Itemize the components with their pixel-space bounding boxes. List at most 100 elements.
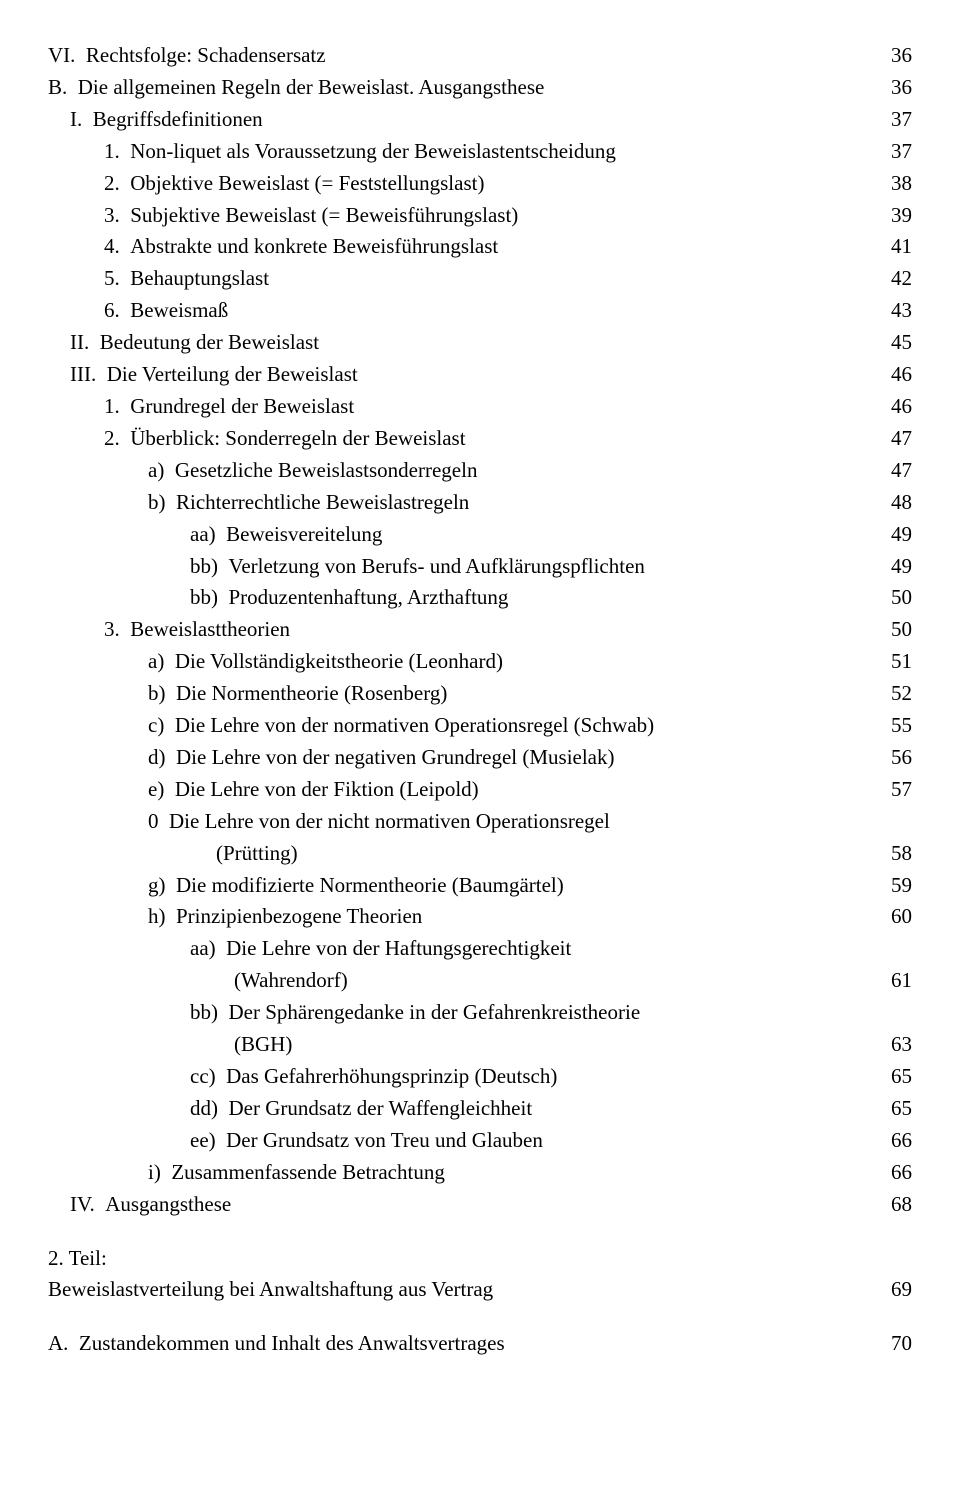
toc-label: (BGH)	[234, 1029, 878, 1061]
toc-row: B. Die allgemeinen Regeln der Beweislast…	[48, 72, 912, 104]
toc-page: 52	[878, 678, 912, 710]
toc-page: 49	[878, 551, 912, 583]
toc-label: Objektive Beweislast (= Feststellungslas…	[130, 168, 878, 200]
toc-page: 46	[878, 391, 912, 423]
toc-label: Die modifizierte Normentheorie (Baumgärt…	[176, 870, 878, 902]
toc-label: Beweismaß	[130, 295, 878, 327]
toc-label: Zusammenfassende Betrachtung	[171, 1157, 878, 1189]
toc-page: 51	[878, 646, 912, 678]
toc-row: h) Prinzipienbezogene Theorien 60	[48, 901, 912, 933]
toc-page: 69	[878, 1274, 912, 1306]
toc-row: II. Bedeutung der Beweislast 45	[48, 327, 912, 359]
toc-label: Gesetzliche Beweislastsonderregeln	[175, 455, 878, 487]
toc-label: Die Normentheorie (Rosenberg)	[176, 678, 878, 710]
toc-page: 36	[878, 72, 912, 104]
toc-label: Verletzung von Berufs- und Aufklärungspf…	[229, 551, 879, 583]
toc-label: Bedeutung der Beweislast	[100, 327, 878, 359]
toc-row: c) Die Lehre von der normativen Operatio…	[48, 710, 912, 742]
toc-row: VI. Rechtsfolge: Schadensersatz 36	[48, 40, 912, 72]
toc-row-continuation: (Wahrendorf) 61	[48, 965, 912, 997]
toc-row: aa) Beweisvereitelung 49	[48, 519, 912, 551]
toc-page: 37	[878, 104, 912, 136]
toc-row: i) Zusammenfassende Betrachtung 66	[48, 1157, 912, 1189]
toc-page: 58	[878, 838, 912, 870]
toc-marker: VI.	[48, 40, 86, 72]
toc-label: Die Verteilung der Beweislast	[107, 359, 878, 391]
toc-page: 42	[878, 263, 912, 295]
toc-row: 3. Subjektive Beweislast (= Beweisführun…	[48, 200, 912, 232]
toc-marker: 4.	[48, 231, 130, 263]
toc-label: Beweislasttheorien	[130, 614, 878, 646]
toc-label: Begriffsdefinitionen	[93, 104, 878, 136]
toc-marker: II.	[48, 327, 100, 359]
toc-marker: I.	[48, 104, 93, 136]
toc-label: Rechtsfolge: Schadensersatz	[86, 40, 878, 72]
toc-marker: 3.	[48, 200, 130, 232]
toc-label: Das Gefahrerhöhungsprinzip (Deutsch)	[226, 1061, 878, 1093]
toc-marker: 2.	[48, 423, 130, 455]
toc-row: ee) Der Grundsatz von Treu und Glauben 6…	[48, 1125, 912, 1157]
toc-row: a) Gesetzliche Beweislastsonderregeln 47	[48, 455, 912, 487]
toc-row: 4. Abstrakte und konkrete Beweisführungs…	[48, 231, 912, 263]
toc-marker: 1.	[48, 136, 130, 168]
toc-row: 2. Objektive Beweislast (= Feststellungs…	[48, 168, 912, 200]
toc-marker: b)	[48, 678, 176, 710]
toc-label: Die Vollständigkeitstheorie (Leonhard)	[175, 646, 878, 678]
toc-label: Prinzipienbezogene Theorien	[176, 901, 878, 933]
toc-label: 2. Teil:	[48, 1243, 878, 1275]
toc-page: 39	[878, 200, 912, 232]
toc-label: (Wahrendorf)	[234, 965, 878, 997]
spacer	[48, 1221, 912, 1243]
toc-marker: b)	[48, 487, 176, 519]
toc-label: Grundregel der Beweislast	[130, 391, 878, 423]
toc-page: 63	[878, 1029, 912, 1061]
toc-marker: h)	[48, 901, 176, 933]
toc-marker: cc)	[48, 1061, 226, 1093]
toc-page: 65	[878, 1061, 912, 1093]
toc-row: b) Richterrechtliche Beweislastregeln 48	[48, 487, 912, 519]
toc-marker: IV.	[48, 1189, 105, 1221]
toc-marker: bb)	[48, 582, 229, 614]
toc-page: 60	[878, 901, 912, 933]
toc-page: 41	[878, 231, 912, 263]
part-heading-line2: Beweislastverteilung bei Anwaltshaftung …	[48, 1274, 912, 1306]
toc-marker: A.	[48, 1328, 79, 1360]
toc-row: A. Zustandekommen und Inhalt des Anwalts…	[48, 1328, 912, 1360]
toc-page: 45	[878, 327, 912, 359]
toc-page: 36	[878, 40, 912, 72]
toc-row: 1. Grundregel der Beweislast 46	[48, 391, 912, 423]
toc-marker: i)	[48, 1157, 171, 1189]
toc-page: 66	[878, 1157, 912, 1189]
toc-marker: 5.	[48, 263, 130, 295]
toc-marker: 6.	[48, 295, 130, 327]
toc-row: I. Begriffsdefinitionen 37	[48, 104, 912, 136]
toc-label: Der Grundsatz der Waffengleichheit	[229, 1093, 879, 1125]
toc-marker: c)	[48, 710, 175, 742]
toc-row: 3. Beweislasttheorien 50	[48, 614, 912, 646]
toc-label: Der Grundsatz von Treu und Glauben	[226, 1125, 878, 1157]
toc-row: a) Die Vollständigkeitstheorie (Leonhard…	[48, 646, 912, 678]
toc-marker: 3.	[48, 614, 130, 646]
part-heading-line1: 2. Teil:	[48, 1243, 912, 1275]
toc-page: 68	[878, 1189, 912, 1221]
toc-row: IV. Ausgangsthese 68	[48, 1189, 912, 1221]
toc-label: Zustandekommen und Inhalt des Anwaltsver…	[79, 1328, 878, 1360]
toc-label: Überblick: Sonderregeln der Beweislast	[130, 423, 878, 455]
toc-marker: III.	[48, 359, 107, 391]
toc-row-continuation: (Prütting) 58	[48, 838, 912, 870]
toc-label: Der Sphärengedanke in der Gefahrenkreist…	[229, 997, 879, 1029]
toc-marker: bb)	[48, 551, 229, 583]
toc-page: 50	[878, 614, 912, 646]
toc-label: Richterrechtliche Beweislastregeln	[176, 487, 878, 519]
toc-page: 37	[878, 136, 912, 168]
toc-page: 70	[878, 1328, 912, 1360]
toc-label: Die Lehre von der Haftungsgerechtigkeit	[226, 933, 878, 965]
toc-page: 66	[878, 1125, 912, 1157]
toc-label: Subjektive Beweislast (= Beweisführungsl…	[130, 200, 878, 232]
toc-page: 56	[878, 742, 912, 774]
toc-marker: aa)	[48, 933, 226, 965]
toc-page: 50	[878, 582, 912, 614]
toc-marker: a)	[48, 646, 175, 678]
spacer	[48, 1306, 912, 1328]
toc-row: 2. Überblick: Sonderregeln der Beweislas…	[48, 423, 912, 455]
